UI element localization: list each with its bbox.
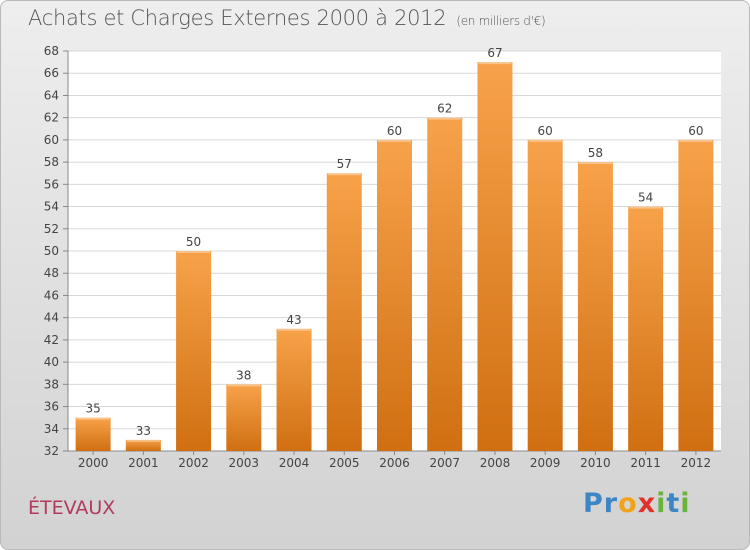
bar-value-label: 35 (85, 402, 100, 416)
bar-highlight (428, 117, 462, 120)
bar-value-label: 67 (487, 46, 502, 60)
logo-letter: P (583, 488, 604, 519)
bar-highlight (277, 328, 311, 331)
x-tick-label: 2010 (580, 456, 611, 470)
logo-letter: t (666, 488, 681, 519)
bar-value-label: 60 (538, 124, 553, 138)
y-tick-label: 50 (44, 244, 59, 258)
bar (377, 139, 412, 451)
bar (477, 62, 513, 451)
bar (125, 439, 161, 451)
logo-letter: o (618, 488, 638, 519)
y-tick-label: 40 (44, 355, 59, 369)
bar (427, 117, 463, 452)
bar-value-label: 50 (186, 235, 201, 249)
chart-subtitle: (en milliers d'€) (456, 14, 546, 28)
bar-value-label: 57 (337, 157, 352, 171)
commune-name: ÉTEVAUX (28, 497, 116, 519)
chart-title: Achats et Charges Externes 2000 à 2012 (e… (28, 6, 546, 30)
bar-value-label: 60 (387, 124, 402, 138)
bar-highlight (578, 162, 612, 165)
bar-highlight (177, 251, 211, 253)
bar-value-label: 38 (236, 368, 251, 382)
bar-highlight (76, 417, 110, 420)
y-tick-label: 54 (44, 200, 59, 214)
x-tick-label: 2012 (681, 456, 712, 470)
bar-highlight (478, 62, 512, 65)
y-tick-label: 44 (44, 311, 59, 325)
y-tick-label: 42 (44, 333, 59, 347)
x-tick-label: 2001 (128, 456, 159, 470)
x-tick-label: 2004 (279, 456, 310, 470)
y-tick-label: 66 (44, 66, 59, 80)
x-tick-label: 2007 (429, 456, 460, 470)
bar-highlight (327, 173, 361, 176)
x-tick-label: 2003 (229, 456, 260, 470)
bar-value-label: 54 (638, 191, 653, 205)
bar-value-label: 58 (588, 146, 603, 160)
y-tick-label: 68 (44, 44, 59, 58)
logo-letter: x (637, 488, 657, 519)
bar (577, 162, 613, 451)
bar-value-label: 62 (437, 102, 452, 116)
y-tick-label: 36 (44, 400, 59, 414)
proxiti-logo: Proxiti (583, 488, 691, 519)
x-tick-label: 2005 (329, 456, 360, 470)
bar-highlight (227, 384, 261, 387)
bar-value-label: 60 (688, 124, 703, 138)
bar (628, 206, 664, 451)
x-tick-label: 2011 (630, 456, 661, 470)
bar-highlight (528, 139, 562, 142)
bar (176, 251, 212, 451)
y-tick-label: 62 (44, 111, 59, 125)
bar-highlight (126, 439, 160, 442)
x-tick-label: 2008 (480, 456, 511, 470)
bar (226, 384, 262, 451)
y-tick-label: 34 (44, 422, 59, 436)
y-tick-label: 58 (44, 155, 59, 169)
y-tick-label: 32 (44, 444, 59, 458)
y-tick-label: 52 (44, 222, 59, 236)
bar-value-label: 33 (136, 424, 151, 438)
bar (276, 328, 312, 451)
y-tick-label: 38 (44, 377, 59, 391)
bar-value-label: 43 (286, 313, 301, 327)
y-tick-label: 60 (44, 133, 59, 147)
bar (527, 139, 563, 451)
bar-highlight (679, 139, 713, 142)
x-tick-label: 2009 (530, 456, 561, 470)
y-tick-label: 64 (44, 88, 59, 102)
x-tick-label: 2006 (379, 456, 410, 470)
logo-letter: i (680, 488, 691, 519)
y-tick-label: 46 (44, 288, 59, 302)
bar (326, 173, 362, 451)
x-tick-label: 2002 (178, 456, 209, 470)
y-tick-label: 48 (44, 266, 59, 280)
bar (75, 417, 111, 451)
bar-highlight (378, 139, 411, 142)
x-tick-label: 2000 (78, 456, 109, 470)
bar (678, 139, 714, 451)
chart-title-text: Achats et Charges Externes 2000 à 2012 (28, 6, 447, 30)
logo-letter: r (603, 488, 619, 519)
bar-highlight (629, 206, 663, 209)
logo-letter: i (656, 488, 667, 519)
y-tick-label: 56 (44, 177, 59, 191)
